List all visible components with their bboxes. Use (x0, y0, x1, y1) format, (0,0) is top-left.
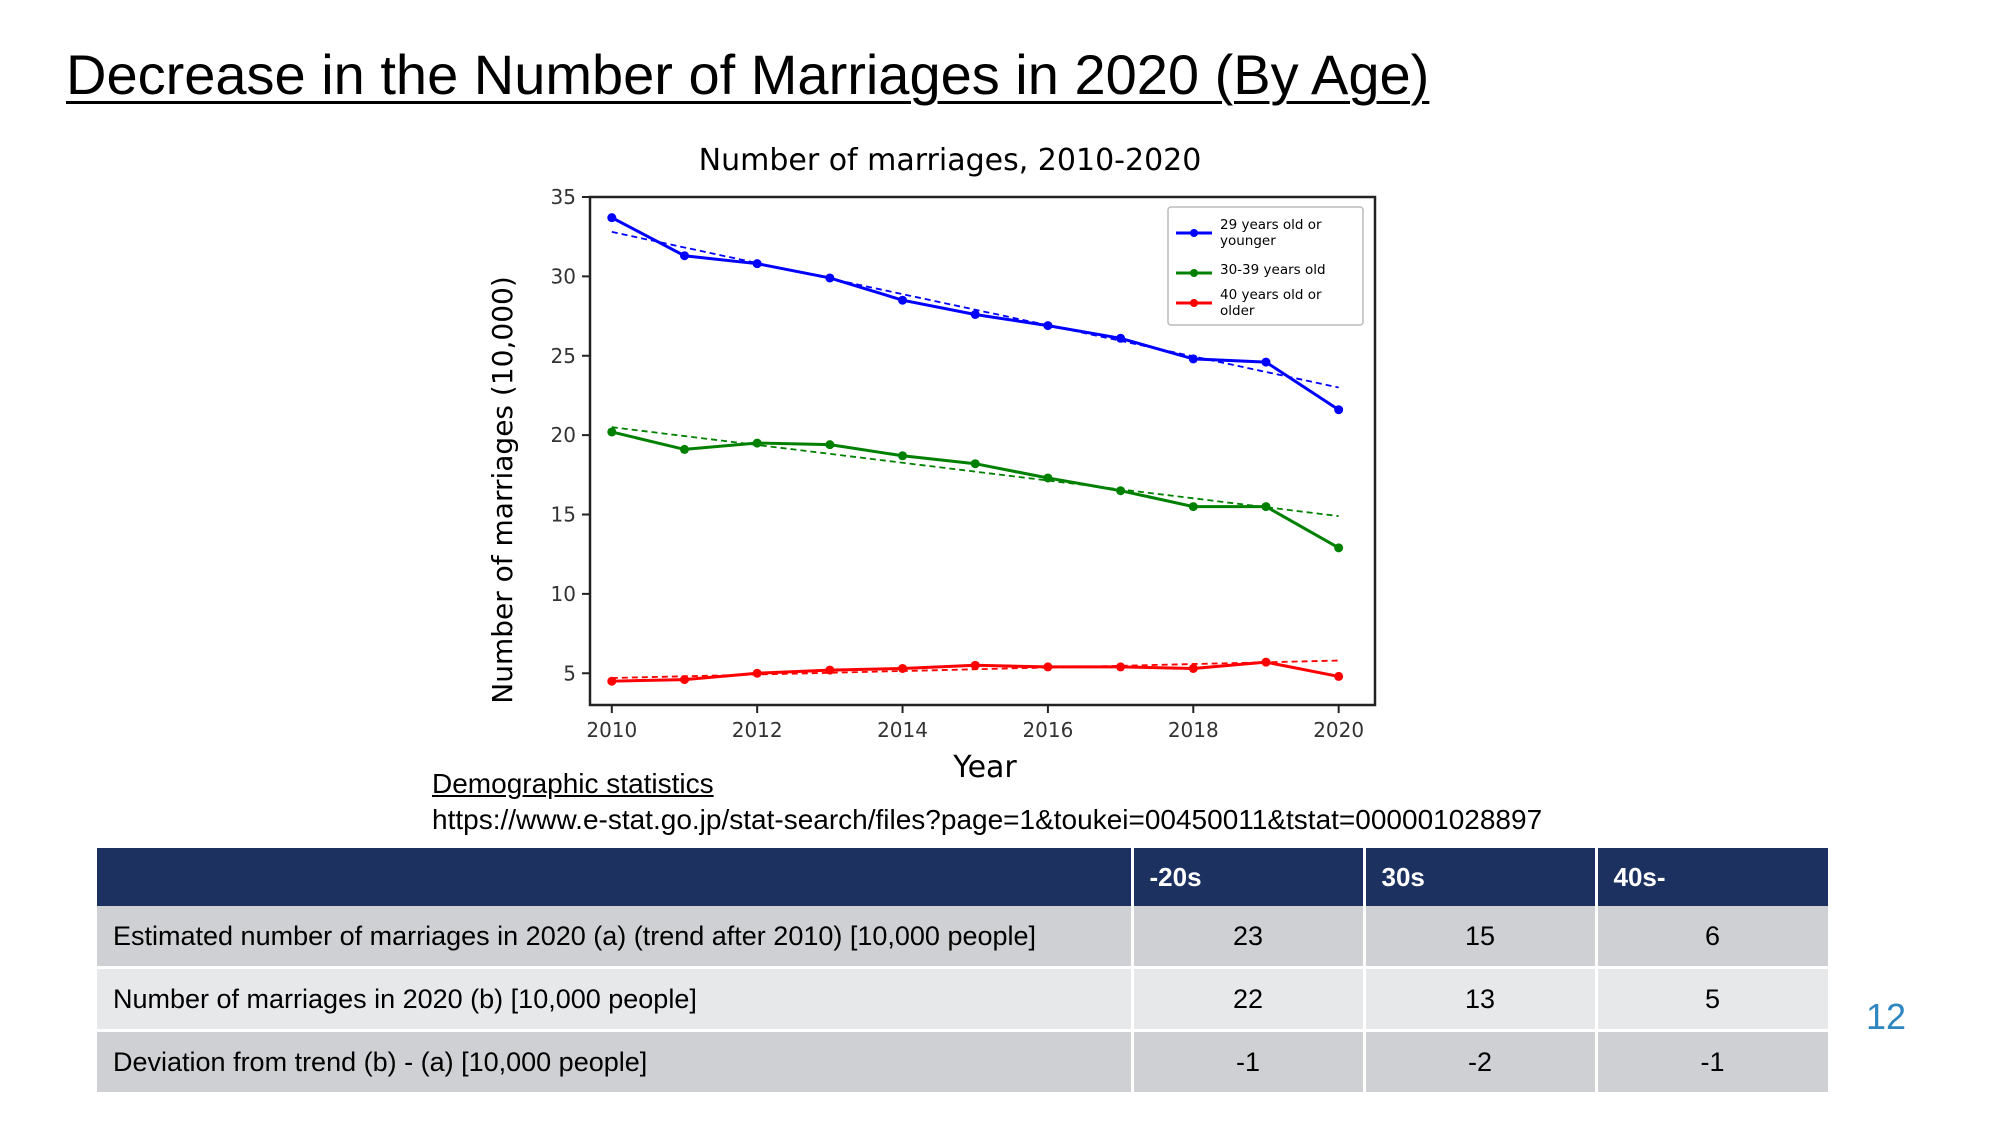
row-label: Deviation from trend (b) - (a) [10,000 p… (97, 1030, 1134, 1095)
data-point (898, 295, 908, 305)
data-point (970, 660, 980, 670)
table-cell: 5 (1596, 967, 1831, 1032)
table-row: Number of marriages in 2020 (b) [10,000 … (97, 967, 1831, 1032)
data-point (970, 459, 980, 469)
data-point (607, 427, 617, 437)
x-tick-label: 2020 (1313, 718, 1364, 742)
data-point (607, 213, 617, 223)
table-header-blank (97, 848, 1134, 906)
data-point (1116, 486, 1126, 496)
data-point (898, 663, 908, 673)
legend-entry: 40 years old or older (1220, 287, 1322, 319)
table-cell: -2 (1364, 1030, 1598, 1095)
data-point (825, 440, 835, 450)
x-tick-label: 2010 (586, 718, 637, 742)
data-point (970, 309, 980, 319)
x-axis-label: Year (952, 750, 1017, 785)
data-point (1116, 333, 1126, 343)
data-point (607, 676, 617, 686)
x-tick-label: 2018 (1168, 718, 1219, 742)
data-point (752, 259, 762, 269)
y-tick-label: 20 (551, 423, 576, 447)
y-tick-label: 15 (551, 503, 576, 527)
y-axis-label: Number of marriages (10,000) (486, 276, 519, 703)
data-point (1261, 657, 1271, 667)
source-label[interactable]: Demographic statistics (432, 768, 714, 799)
y-tick-label: 5 (563, 661, 576, 685)
legend-swatch-marker (1190, 299, 1198, 307)
data-point (1334, 405, 1344, 415)
data-point (1261, 357, 1271, 367)
y-tick-label: 10 (551, 582, 576, 606)
table-cell: 23 (1132, 906, 1366, 969)
table-header-row: -20s 30s 40s- (97, 848, 1831, 906)
marriage-deviation-table: -20s 30s 40s- Estimated number of marria… (97, 848, 1831, 1095)
x-tick-label: 2014 (877, 718, 928, 742)
legend-swatch-marker (1190, 229, 1198, 237)
trend-line-0 (611, 231, 1339, 389)
table-cell: 22 (1132, 967, 1366, 1032)
slide-title: Decrease in the Number of Marriages in 2… (66, 43, 1430, 106)
data-point (679, 444, 689, 454)
legend-entry: 30-39 years old (1220, 262, 1326, 278)
data-point (679, 251, 689, 261)
data-point (1261, 502, 1271, 512)
data-point (1334, 671, 1344, 681)
data-point (825, 665, 835, 675)
legend-swatch-marker (1190, 269, 1198, 277)
x-tick-label: 2012 (732, 718, 783, 742)
source-url[interactable]: https://www.e-stat.go.jp/stat-search/fil… (432, 804, 1543, 835)
table-header-40s: 40s- (1596, 848, 1831, 906)
series-line-1 (611, 430, 1340, 550)
data-point (1043, 473, 1053, 483)
data-point (752, 438, 762, 448)
data-point (679, 675, 689, 685)
table-cell: 13 (1364, 967, 1598, 1032)
table-cell: -1 (1132, 1030, 1366, 1095)
data-point (825, 273, 835, 283)
table-header-30s: 30s (1364, 848, 1598, 906)
page-number: 12 (1866, 996, 1907, 1037)
chart-title: Number of marriages, 2010-2020 (699, 143, 1202, 178)
data-point (1043, 662, 1053, 672)
legend-box (1167, 206, 1364, 326)
legend-entry: 29 years old or younger (1220, 217, 1322, 249)
table-cell: 6 (1596, 906, 1831, 969)
y-tick-label: 25 (551, 344, 576, 368)
table-cell: 15 (1364, 906, 1598, 969)
row-label: Estimated number of marriages in 2020 (a… (97, 906, 1134, 969)
data-point (1116, 662, 1126, 672)
data-point (898, 451, 908, 461)
marriages-line-chart: Number of marriages, 2010-2020 2010 2012 2… (486, 143, 1377, 785)
y-tick-label: 35 (551, 185, 576, 209)
data-point (1043, 321, 1053, 331)
table-header-under-30: -20s (1132, 848, 1366, 906)
row-label: Number of marriages in 2020 (b) [10,000 … (97, 967, 1134, 1032)
trend-line-1 (611, 426, 1339, 517)
data-point (1188, 663, 1198, 673)
table-row: Deviation from trend (b) - (a) [10,000 p… (97, 1030, 1831, 1095)
table-cell: -1 (1596, 1030, 1831, 1095)
data-point (1188, 502, 1198, 512)
x-tick-label: 2016 (1022, 718, 1073, 742)
data-point (1334, 543, 1344, 553)
plot-frame (588, 195, 1377, 707)
table-row: Estimated number of marriages in 2020 (a… (97, 906, 1831, 969)
data-point (752, 668, 762, 678)
data-point (1188, 354, 1198, 364)
y-tick-label: 30 (551, 264, 576, 288)
